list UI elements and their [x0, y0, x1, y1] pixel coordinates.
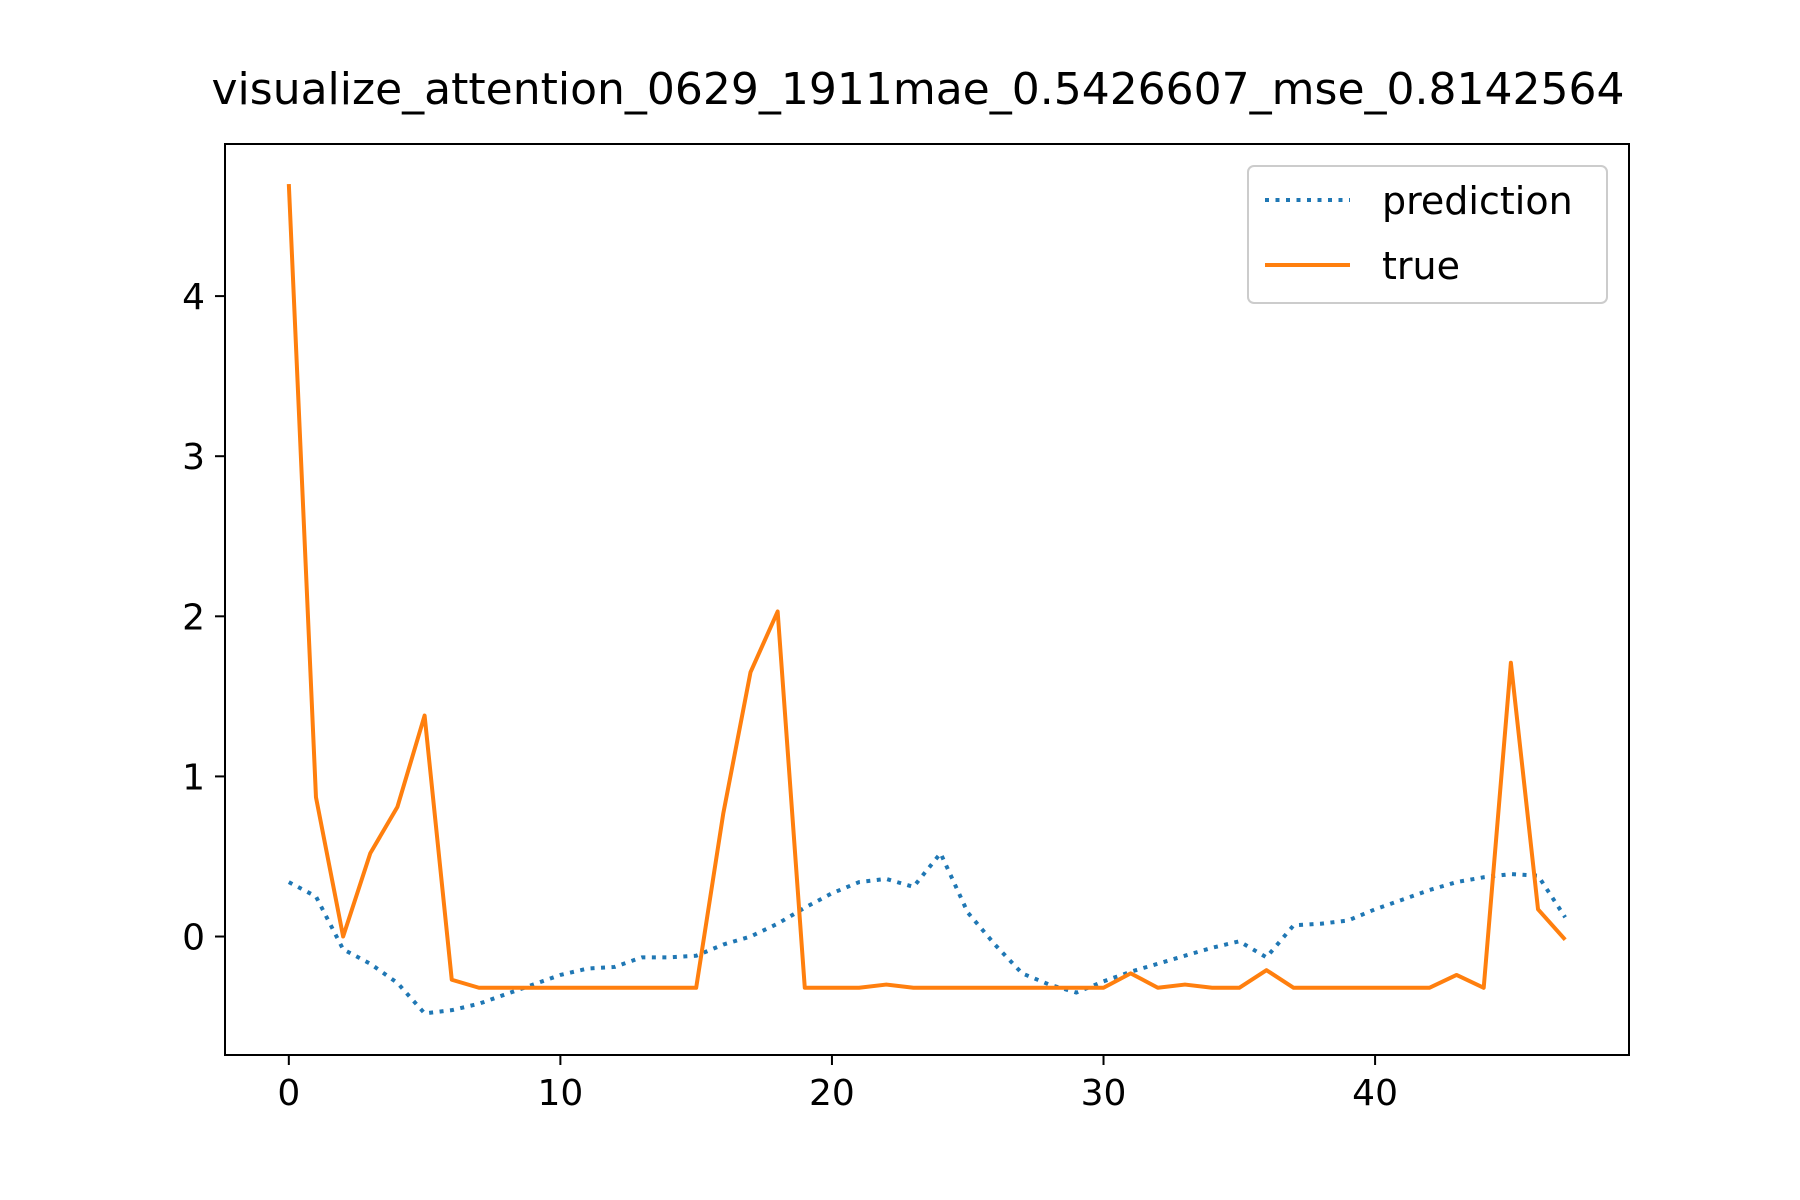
x-axis: 0 10 20 30 40 [277, 1055, 1398, 1114]
x-tick-label: 40 [1352, 1073, 1398, 1114]
y-tick-label: 4 [182, 277, 205, 318]
legend: prediction true [1247, 165, 1608, 304]
x-tick-label: 10 [537, 1073, 583, 1114]
x-tick-label: 0 [277, 1073, 300, 1114]
legend-frame [1247, 165, 1608, 304]
y-tick-label: 3 [182, 437, 205, 478]
y-tick-label: 0 [182, 918, 205, 959]
plot-frame [224, 143, 1630, 1056]
series-line-prediction [287, 851, 1567, 1016]
y-axis: 0 1 2 3 4 [182, 277, 225, 959]
x-tick-label: 30 [1081, 1073, 1127, 1114]
legend-label-true: true [1382, 244, 1460, 288]
series-line-true [286, 183, 1567, 990]
y-tick-label: 1 [182, 757, 205, 798]
legend-label-prediction: prediction [1382, 179, 1573, 223]
y-tick-label: 2 [182, 597, 205, 638]
x-tick-label: 20 [809, 1073, 855, 1114]
chart-title: visualize_attention_0629_1911mae_0.54266… [212, 64, 1625, 115]
series-layer [286, 183, 1567, 1016]
